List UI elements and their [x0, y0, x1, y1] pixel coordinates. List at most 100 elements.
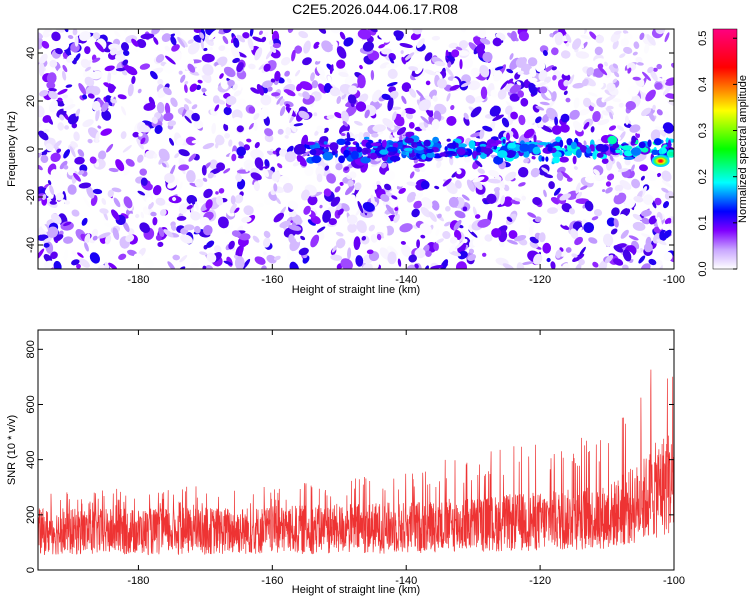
heatmap-cell-2190 — [651, 149, 660, 155]
heatmap-cell-2152 — [584, 152, 595, 157]
heatmap-cell-1300 — [232, 57, 240, 64]
heatmap-cell-1294 — [408, 254, 417, 263]
heatmap-cell-1847 — [302, 57, 312, 66]
heatmap-cell-1881 — [231, 230, 241, 238]
heatmap-cell-365 — [296, 154, 307, 167]
heatmap-cell-851 — [393, 30, 404, 39]
heatmap-cell-1425 — [123, 196, 133, 209]
heatmap-cell-1774 — [463, 58, 474, 69]
heatmap-cell-1521 — [455, 180, 462, 189]
heatmap-cell-528 — [489, 185, 494, 190]
heatmap-cell-937 — [562, 65, 571, 76]
heatmap-cell-1840 — [236, 125, 244, 133]
heatmap-cell-1553 — [202, 63, 214, 76]
heatmap-cell-1866 — [629, 124, 641, 133]
heatmap-cell-1610 — [170, 97, 178, 108]
heatmap-cell-1344 — [446, 181, 458, 195]
heatmap-cell-1221 — [640, 175, 645, 181]
snr-series-line — [38, 369, 674, 556]
heatmap-cell-1776 — [397, 258, 402, 267]
heatmap-cell-623 — [316, 65, 326, 77]
heatmap-cell-1443 — [628, 235, 639, 241]
heatmap-y-ticks: -40 -20 0 20 40 — [25, 47, 674, 253]
heatmap-cell-1754 — [288, 224, 302, 231]
heatmap-cell-1630 — [227, 79, 235, 87]
heatmap-cell-1283 — [115, 67, 126, 72]
heatmap-cell-1821 — [149, 70, 158, 80]
heatmap-cell-1786 — [174, 153, 180, 159]
heatmap-cell-1733 — [331, 245, 338, 253]
heatmap-cell-635 — [236, 98, 247, 109]
heatmap-cell-714 — [345, 185, 355, 196]
heatmap-cell-2288 — [415, 146, 424, 151]
snr-y-tick-label-3: 600 — [25, 395, 37, 413]
heatmap-cell-829 — [231, 46, 240, 60]
heatmap-cell-951 — [399, 134, 403, 142]
heatmap-cell-197 — [538, 209, 549, 219]
snr-x-ticks: -180 -160 -140 -120 -100 — [127, 330, 685, 587]
colorbar-tick-label-3: 0.3 — [697, 123, 709, 138]
heatmap-cell-576 — [372, 182, 378, 190]
heatmap-cell-810 — [575, 182, 581, 194]
heatmap-cell-1810 — [563, 90, 568, 96]
heatmap-cell-1068 — [606, 82, 616, 92]
heatmap-cell-1714 — [223, 260, 233, 266]
heatmap-cell-1216 — [253, 121, 258, 132]
heatmap-cell-1511 — [593, 174, 601, 181]
heatmap-cell-527 — [215, 56, 228, 68]
heatmap-cell-368 — [404, 52, 415, 61]
heatmap-cell-1449 — [318, 74, 327, 82]
heatmap-cell-1822 — [380, 30, 392, 43]
heatmap-cell-120 — [242, 32, 250, 39]
heatmap-cell-1421 — [244, 244, 253, 250]
heatmap-cell-849 — [152, 185, 162, 196]
heatmap-cell-1700 — [550, 261, 556, 269]
heatmap-cell-1804 — [500, 80, 509, 90]
heatmap-cell-903 — [472, 206, 478, 217]
heatmap-cell-773 — [457, 250, 468, 260]
heatmap-cell-786 — [472, 235, 485, 247]
heatmap-cell-1604 — [509, 83, 522, 94]
heatmap-cell-1454 — [529, 67, 537, 78]
heatmap-cell-1597 — [623, 33, 633, 40]
heatmap-cell-1319 — [339, 31, 346, 40]
heatmap-cell-1659 — [260, 94, 272, 106]
heatmap-cell-1218 — [547, 207, 558, 214]
heatmap-cell-897 — [104, 65, 115, 72]
heatmap-cell-11 — [233, 90, 242, 97]
heatmap-cell-1091 — [378, 44, 386, 49]
heatmap-cell-1108 — [509, 93, 520, 102]
heatmap-cell-826 — [202, 142, 215, 150]
heatmap-cell-1650 — [46, 81, 56, 90]
heatmap-cell-1834 — [409, 88, 417, 98]
heatmap-cell-978 — [406, 181, 417, 187]
heatmap-cell-1727 — [620, 38, 629, 47]
heatmap-cell-1316 — [258, 30, 263, 36]
heatmap-cell-2319 — [596, 152, 604, 158]
heatmap-cell-1589 — [287, 216, 293, 223]
heatmap-cell-1684 — [231, 153, 237, 162]
heatmap-cell-471 — [614, 71, 620, 78]
heatmap-cell-1389 — [69, 146, 76, 158]
heatmap-cell-1187 — [525, 115, 536, 125]
heatmap-cell-784 — [623, 46, 633, 54]
heatmap-cell-1198 — [38, 62, 45, 77]
heatmap-cell-1858 — [49, 184, 55, 195]
heatmap-cell-2062 — [506, 132, 510, 141]
heatmap-cell-893 — [565, 33, 572, 43]
heatmap-cell-1732 — [263, 230, 271, 238]
heatmap-cell-1013 — [554, 116, 559, 126]
heatmap-cell-1842 — [298, 247, 309, 256]
heatmap-cell-2294 — [595, 143, 606, 152]
heatmap-cell-2166 — [572, 155, 577, 165]
heatmap-cell-328 — [413, 200, 423, 209]
heatmap-cell-262 — [223, 106, 232, 116]
heatmap-cell-355 — [334, 186, 341, 193]
heatmap-cell-1965 — [378, 139, 382, 143]
heatmap-cell-840 — [467, 254, 477, 262]
heatmap-cell-345 — [318, 231, 325, 241]
heatmap-cell-1151 — [158, 227, 165, 238]
heatmap-cell-1384 — [489, 105, 501, 117]
heatmap-cell-1503 — [541, 167, 549, 174]
heatmap-cell-1794 — [420, 116, 431, 125]
